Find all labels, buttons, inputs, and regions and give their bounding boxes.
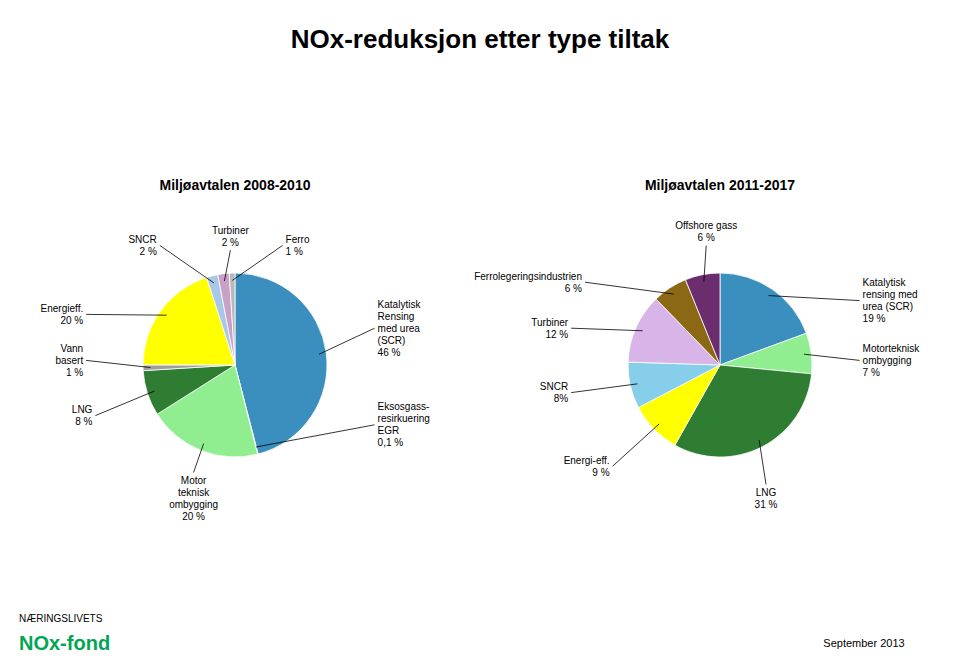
data-label: 12 % <box>545 329 568 340</box>
data-label: 8 % <box>75 416 92 427</box>
pie-slice <box>685 273 720 365</box>
pie-slice <box>218 273 235 365</box>
data-label: 9 % <box>592 467 609 478</box>
pie: Miljøavtalen 2008-2010 KatalytiskRensingm… <box>41 177 430 522</box>
data-label: 1 % <box>286 246 303 257</box>
data-label: 6 % <box>698 232 715 243</box>
chart: NOx-reduksjon etter type tiltak Miljøavta… <box>0 0 960 659</box>
data-label: 0,1 % <box>378 437 404 448</box>
pie: Miljøavtalen 2011-2017 Katalytiskrensing … <box>474 177 920 510</box>
slices <box>143 273 327 457</box>
data-label: 20 % <box>60 315 83 326</box>
slice-label: Motortekniskombygging <box>863 343 921 366</box>
leader-line <box>571 384 637 393</box>
leader-line <box>613 424 660 466</box>
slice-label: Ferrolegeringsindustrien <box>474 271 582 282</box>
slice-label: Eksosgass-resirkueringEGR <box>378 401 430 436</box>
leader-line <box>160 245 214 283</box>
leader-line <box>759 440 766 484</box>
data-label: 20 % <box>182 511 205 522</box>
data-label: 46 % <box>378 347 401 358</box>
data-label: 19 % <box>863 313 886 324</box>
slice-label: SNCR <box>540 381 568 392</box>
slice-label: Katalytiskrensing medurea (SCR) <box>863 277 918 312</box>
leader-line <box>224 250 230 281</box>
leader-line <box>571 328 642 331</box>
slice-label: Offshore gass <box>675 220 737 231</box>
leader-line <box>585 282 674 294</box>
title: NOx-reduksjon etter type tiltak <box>291 24 670 54</box>
leader-line <box>86 314 166 316</box>
data-label: 8% <box>554 393 569 404</box>
leader-line <box>194 444 204 473</box>
annotation: NÆRINGSLIVETS <box>19 613 103 624</box>
pie-slice <box>143 365 235 371</box>
slice-label: Vannbasert <box>55 343 83 366</box>
slice-label: KatalytiskRensingmed urea(SCR) <box>378 299 422 346</box>
annotation: September 2013 <box>823 637 904 649</box>
leader-line <box>768 296 859 301</box>
slice-label: Motortekniskombygging <box>169 475 218 510</box>
slice-label: Turbiner <box>212 225 250 236</box>
data-label: 7 % <box>863 367 880 378</box>
slice-label: Turbiner <box>531 317 569 328</box>
pie-slice <box>628 362 720 408</box>
leader-line <box>232 245 282 280</box>
leader-line <box>804 354 860 360</box>
pie-title: Miljøavtalen 2011-2017 <box>645 177 795 193</box>
data-label: 31 % <box>755 499 778 510</box>
pie-title: Miljøavtalen 2008-2010 <box>160 177 311 193</box>
leader-line <box>704 246 706 282</box>
slices <box>628 273 812 457</box>
leader-line <box>256 425 375 447</box>
slice-label: LNG <box>756 487 777 498</box>
slice-label: Ferro <box>286 234 310 245</box>
data-label: 2 % <box>222 237 239 248</box>
slice-label: LNG <box>72 404 93 415</box>
data-label: 2 % <box>140 246 157 257</box>
slice-label: SNCR <box>128 234 156 245</box>
leader-line <box>95 391 154 416</box>
slice-label: Energi-eff. <box>564 455 610 466</box>
data-label: 6 % <box>565 283 582 294</box>
data-label: 1 % <box>66 367 83 378</box>
pie-slice <box>143 365 235 414</box>
slice-label: Energieff. <box>41 303 84 314</box>
pie-slice <box>229 273 235 365</box>
leader-line <box>319 328 375 354</box>
annotation: NOx-fond <box>19 632 110 654</box>
leader-line <box>86 360 150 367</box>
